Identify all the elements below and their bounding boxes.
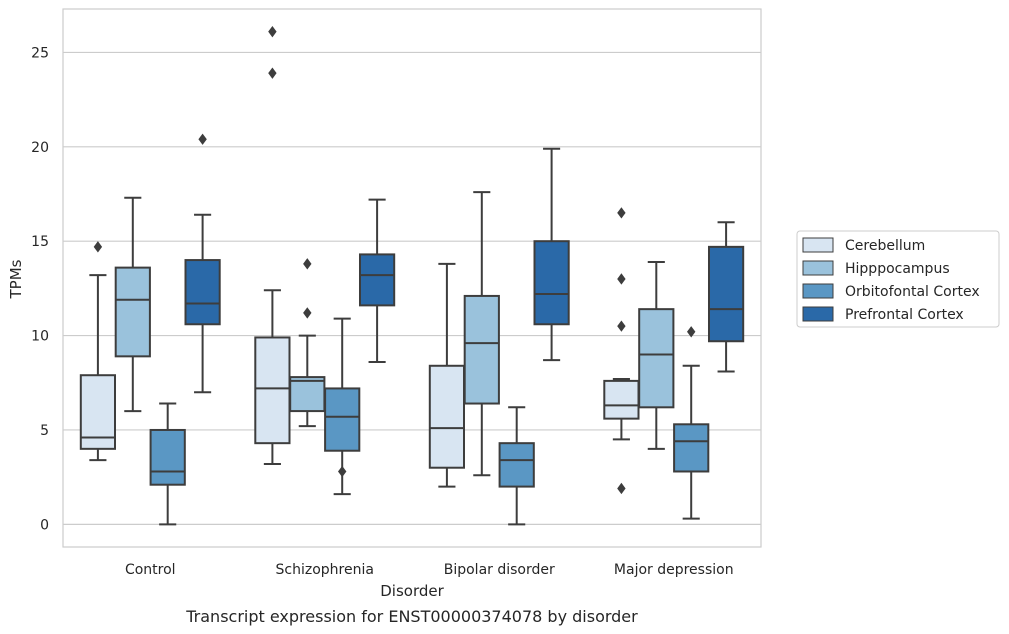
box-group (498, 406, 535, 526)
box (184, 259, 221, 326)
x-tick-label: Major depression (614, 562, 734, 578)
outlier-point (617, 273, 626, 285)
box (324, 387, 361, 452)
legend-label: Hipppocampus (845, 261, 950, 277)
x-axis-ticks: Control Schizophrenia Bipolar disorder Majo… (125, 562, 734, 578)
x-tick-label: Bipolar disorder (444, 562, 555, 578)
legend-label: Cerebellum (845, 238, 925, 254)
outlier-point (268, 67, 277, 79)
x-tick-label: Control (125, 562, 176, 578)
box-group (184, 133, 221, 394)
legend-swatch (802, 237, 834, 253)
y-tick-label: 5 (40, 423, 49, 439)
outlier-point (338, 465, 347, 478)
y-tick-label: 25 (31, 45, 49, 61)
box (673, 423, 710, 473)
y-tick-label: 20 (31, 140, 49, 156)
y-axis-label: TPMs (7, 259, 25, 299)
box (358, 253, 396, 307)
box (638, 308, 675, 409)
box-group (463, 191, 500, 477)
y-tick-label: 15 (31, 234, 49, 250)
box (114, 266, 151, 358)
y-tick-label: 0 (40, 517, 49, 533)
box (289, 376, 326, 413)
legend-swatch (802, 260, 834, 276)
box-group (114, 196, 151, 413)
outlier-point (303, 307, 312, 319)
legend: Cerebellum Hipppocampus Orbitofontal Corte… (796, 230, 1000, 328)
box-group (638, 260, 675, 450)
legend-label: Orbitofontal Cortex (845, 284, 980, 300)
plot-frame (62, 8, 762, 548)
box-group (533, 147, 570, 362)
x-tick-label: Schizophrenia (276, 562, 374, 578)
outlier-point (617, 320, 626, 332)
y-tick-label: 10 (31, 329, 49, 345)
outlier-point (617, 207, 626, 219)
box (428, 364, 466, 469)
outlier-point (268, 25, 277, 38)
legend-frame (796, 230, 1000, 328)
outlier-point (617, 482, 626, 495)
box-group (428, 262, 466, 488)
box-group (324, 317, 361, 496)
chart-caption: Transcript expression for ENST0000037407… (185, 607, 638, 626)
box-plot-area (79, 25, 745, 526)
box-group (603, 207, 640, 495)
box (463, 294, 500, 405)
box-group (289, 258, 326, 428)
box-group (358, 198, 396, 364)
outlier-point (303, 258, 312, 270)
outlier-point (687, 326, 696, 338)
legend-swatch (802, 306, 834, 322)
outlier-point (198, 133, 207, 145)
legend-swatch (802, 283, 834, 299)
box-group (254, 25, 291, 465)
x-axis-label: Disorder (380, 582, 444, 600)
box (254, 336, 291, 445)
legend-label: Prefrontal Cortex (845, 307, 964, 323)
box-group (79, 241, 117, 462)
y-axis-ticks: 0 5 10 15 20 25 (31, 45, 49, 533)
box (707, 245, 745, 343)
box-group (673, 326, 710, 520)
outlier-point (93, 241, 103, 253)
box (498, 442, 535, 488)
box-group (707, 221, 745, 373)
box (149, 428, 186, 486)
box (533, 240, 570, 326)
box-group (149, 402, 186, 526)
box (603, 379, 640, 420)
